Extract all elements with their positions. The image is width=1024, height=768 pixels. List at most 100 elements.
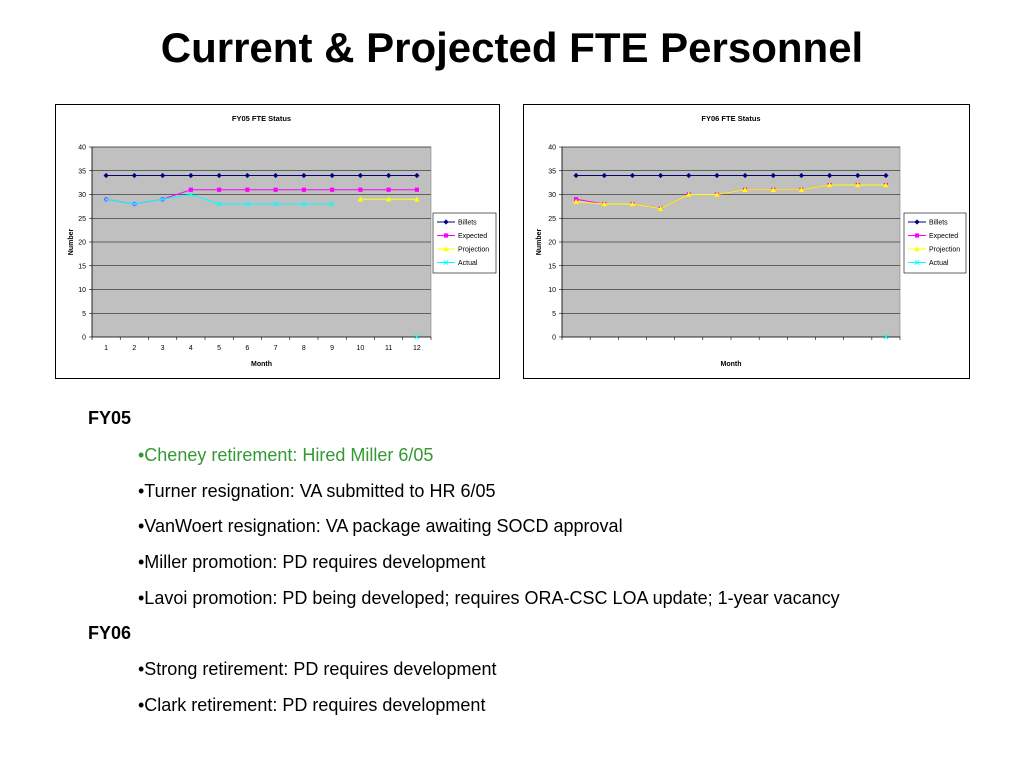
fy05-actual-point bbox=[301, 201, 307, 207]
fy05-y-tick-label: 10 bbox=[78, 287, 86, 294]
fy05-billets-point bbox=[357, 172, 363, 179]
fy06-billets-point bbox=[883, 172, 889, 179]
fy06-y-tick-label: 0 bbox=[552, 335, 556, 342]
fy05-x-tick-label: 3 bbox=[161, 345, 165, 352]
fy06-projection-point bbox=[573, 198, 579, 204]
fy05-billets-point bbox=[414, 172, 420, 179]
fy05-actual-point bbox=[329, 201, 335, 207]
fy05-expected-point bbox=[301, 187, 306, 192]
fy05-x-tick-label: 6 bbox=[245, 345, 249, 352]
fy05-projection-point bbox=[357, 196, 364, 202]
fy06-projection-point bbox=[770, 186, 777, 192]
fy05-billets-point bbox=[188, 172, 194, 179]
fy06-note-item: •Strong retirement: PD requires developm… bbox=[138, 659, 497, 679]
fy05-legend-billets-marker bbox=[443, 219, 449, 225]
fy06-heading: FY06 bbox=[88, 623, 132, 643]
fy06-legend-actual-marker bbox=[914, 259, 920, 266]
fy06-billets-point bbox=[770, 172, 776, 179]
fy06-projection-point bbox=[883, 182, 889, 188]
fy05-expected-point bbox=[386, 187, 391, 192]
fy05-billets-point bbox=[244, 172, 250, 179]
fy06-projection-point bbox=[657, 205, 664, 211]
fy06-legend-billets-label: Billets bbox=[929, 220, 948, 227]
fy05-expected-point bbox=[358, 187, 363, 192]
fy05-y-tick-label: 35 bbox=[78, 168, 86, 175]
fy05-note-item: •Turner resignation: VA submitted to HR … bbox=[138, 481, 496, 501]
fy06-legend-expected-marker bbox=[914, 233, 920, 238]
fy05-expected-point bbox=[414, 187, 419, 192]
fy06-legend-expected-label: Expected bbox=[929, 233, 958, 240]
fy06-chart-svg: FY06 FTE Status 0 5 10 15 20 25 30 35 40 Month Numb… bbox=[536, 114, 967, 368]
fy06-projection-point bbox=[854, 182, 861, 188]
fy05-expected-point bbox=[330, 187, 335, 192]
fy06-projection-point bbox=[685, 191, 692, 197]
fy06-billets-point bbox=[826, 172, 833, 179]
fy05-billets-point bbox=[216, 172, 222, 179]
fy05-billets-point bbox=[301, 172, 307, 179]
fy05-y-tick-label: 25 bbox=[78, 216, 86, 223]
fy05-legend-actual-label: Actual bbox=[458, 260, 478, 267]
fy05-note-item: •Lavoi promotion: PD being developed; re… bbox=[138, 588, 840, 608]
fy06-billets-point bbox=[601, 172, 607, 179]
fy05-note-item: •Cheney retirement: Hired Miller 6/05 bbox=[138, 445, 434, 465]
fy06-y-axis-label: Number bbox=[536, 229, 543, 256]
fy05-legend-expected-marker bbox=[443, 233, 449, 238]
fy05-billets-point bbox=[386, 172, 392, 179]
fy05-legend-projection-marker bbox=[443, 246, 449, 252]
fy06-y-tick-label: 35 bbox=[548, 168, 556, 175]
fy05-y-tick-label: 30 bbox=[78, 192, 86, 199]
fy05-actual-point bbox=[160, 196, 166, 202]
fy06-legend-actual-label: Actual bbox=[929, 260, 949, 267]
fy05-actual-point bbox=[103, 196, 109, 202]
fy05-billets-point bbox=[160, 172, 166, 179]
fy06-y-tick-label: 5 bbox=[552, 311, 556, 318]
fy05-expected-point bbox=[217, 187, 222, 192]
fy06-projection-point bbox=[826, 182, 833, 188]
fy06-projection-point bbox=[798, 186, 805, 192]
fy05-actual-point bbox=[216, 201, 222, 207]
fy05-y-tick-label: 5 bbox=[82, 311, 86, 318]
fy05-legend-billets-label: Billets bbox=[458, 220, 477, 227]
fy06-projection-point bbox=[742, 186, 748, 192]
fy06-y-tick-label: 15 bbox=[548, 263, 556, 270]
fy06-billets-point bbox=[855, 172, 861, 179]
fy06-projection-point bbox=[601, 201, 608, 207]
fy05-y-tick-label: 40 bbox=[78, 145, 86, 152]
fy05-x-tick-label: 5 bbox=[217, 345, 221, 352]
fy06-projection-line bbox=[576, 184, 886, 210]
fy05-chart-title: FY05 FTE Status bbox=[232, 114, 291, 123]
fy05-billets-point bbox=[131, 172, 137, 179]
fy06-y-tick-label: 30 bbox=[548, 192, 556, 199]
fy05-billets-point bbox=[329, 172, 335, 179]
fy05-x-tick-label: 11 bbox=[385, 345, 392, 352]
fy06-y-tick-label: 25 bbox=[548, 216, 556, 223]
fy05-expected-point bbox=[245, 187, 250, 192]
fy06-y-tick-label: 40 bbox=[548, 145, 556, 152]
fy05-expected-point bbox=[188, 187, 193, 192]
fy05-actual-point bbox=[188, 191, 194, 198]
fy06-chart: FY06 FTE Status 0 5 10 15 20 25 30 35 40 Month Numb… bbox=[523, 104, 970, 379]
fy05-legend-expected-label: Expected bbox=[458, 233, 487, 240]
fy05-x-tick-label: 12 bbox=[413, 345, 421, 352]
fy06-note-item: •Clark retirement: PD requires developme… bbox=[138, 695, 486, 715]
slide-title: Current & Projected FTE Personnel bbox=[160, 24, 864, 71]
fy05-x-tick-label: 8 bbox=[302, 345, 306, 352]
fy05-y-tick-label: 0 bbox=[82, 335, 86, 342]
fy05-x-axis-label: Month bbox=[251, 361, 272, 368]
fy05-x-tick-label: 10 bbox=[356, 345, 364, 352]
fy05-x-tick-label: 7 bbox=[274, 345, 278, 352]
fy05-billets-point bbox=[273, 172, 279, 179]
fy06-chart-title: FY06 FTE Status bbox=[701, 114, 760, 123]
fy06-billets-point bbox=[686, 172, 692, 179]
fy05-actual-point bbox=[273, 201, 279, 207]
fy06-projection-point bbox=[714, 191, 720, 197]
fy05-y-axis-label: Number bbox=[68, 229, 75, 256]
fy06-x-axis-label: Month bbox=[721, 361, 742, 368]
fy06-y-tick-label: 10 bbox=[548, 287, 556, 294]
fy06-legend-projection-label: Projection bbox=[929, 247, 960, 254]
fy05-x-tick-label: 4 bbox=[189, 345, 193, 352]
fy06-projection-point bbox=[629, 201, 636, 207]
fy05-projection-point bbox=[385, 196, 392, 202]
fy05-chart: FY05 FTE Status 0 5 10 15 20 25 30 35 40 1 2 3 4 5 6 7 8 9… bbox=[55, 104, 500, 379]
